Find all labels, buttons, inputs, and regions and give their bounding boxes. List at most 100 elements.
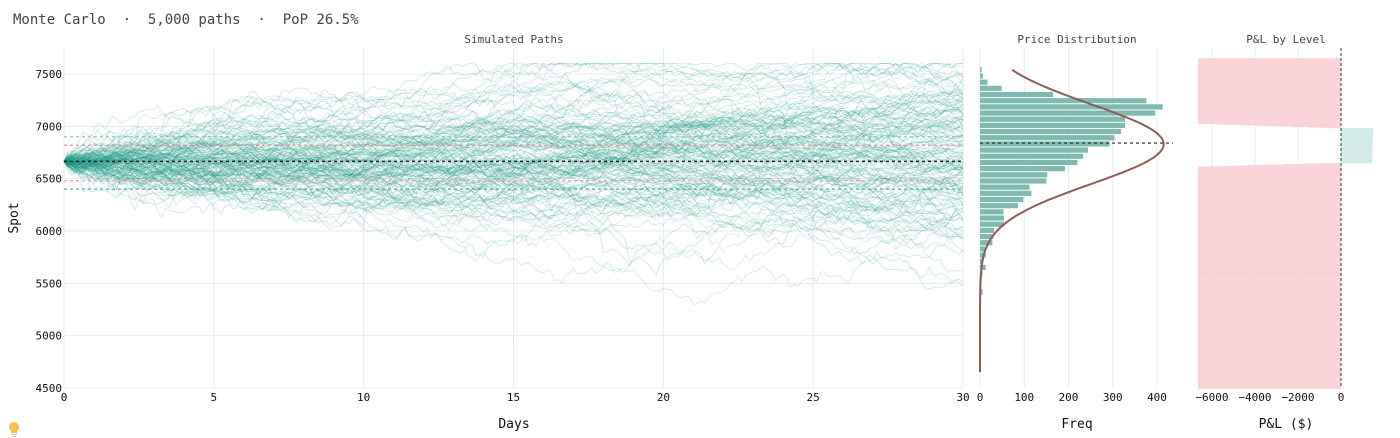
loss-bar [1198, 226, 1341, 228]
loss-bar [1198, 105, 1341, 107]
loss-bar [1198, 96, 1341, 98]
path-line [63, 158, 964, 208]
loss-bar [1198, 328, 1341, 330]
loss-bar [1198, 174, 1341, 176]
loss-bar [1198, 255, 1341, 256]
path-line [63, 62, 964, 172]
loss-bar [1198, 328, 1341, 330]
loss-bar [1198, 207, 1341, 209]
loss-bar [1198, 217, 1341, 219]
loss-bar [1198, 259, 1341, 261]
loss-bar [1198, 326, 1341, 328]
loss-bar [1228, 165, 1341, 167]
profit-bar [1341, 135, 1373, 137]
path-line [63, 116, 964, 202]
loss-bar [1198, 246, 1341, 247]
path-line [63, 158, 964, 273]
path-line [63, 76, 963, 162]
loss-bar [1198, 296, 1341, 298]
path-line [63, 118, 964, 200]
loss-bar [1198, 297, 1341, 299]
loss-bar [1198, 198, 1341, 199]
path-line [63, 137, 964, 222]
loss-bar [1198, 121, 1341, 122]
loss-bar [1198, 82, 1341, 84]
loss-bar [1198, 292, 1341, 294]
loss-bar [1198, 215, 1341, 217]
loss-bar [1198, 117, 1341, 119]
profit-bar [1341, 144, 1373, 145]
loss-bar [1198, 316, 1341, 318]
loss-bar [1198, 261, 1341, 263]
path-line [63, 103, 964, 162]
loss-bar [1198, 267, 1341, 268]
x-tick-label: 10 [357, 391, 370, 404]
loss-bar [1198, 370, 1341, 372]
loss-bar [1198, 384, 1341, 386]
paths-panel-title: Simulated Paths [464, 33, 563, 46]
loss-bar [1198, 74, 1341, 76]
loss-bar [1198, 177, 1341, 178]
loss-bar [1198, 237, 1341, 239]
path-line [63, 106, 964, 193]
loss-bar [1198, 368, 1341, 370]
profit-bar [1341, 153, 1373, 155]
loss-bar [1198, 87, 1341, 88]
profit-bar [1341, 148, 1373, 150]
loss-bar [1198, 367, 1341, 369]
profit-bar [1341, 147, 1373, 149]
profit-bar [1341, 142, 1373, 144]
loss-bar [1198, 59, 1341, 61]
path-line [63, 97, 964, 166]
loss-bar [1198, 341, 1341, 343]
loss-bar [1277, 125, 1341, 127]
path-line [63, 145, 964, 176]
loss-bar [1198, 387, 1341, 389]
path-line [63, 161, 964, 235]
profit-bar [1341, 147, 1373, 149]
loss-bar [1198, 383, 1341, 385]
loss-bar [1198, 177, 1341, 179]
path-line [63, 135, 964, 188]
loss-bar [1198, 226, 1341, 228]
loss-bar [1198, 345, 1341, 347]
lightbulb-icon[interactable] [9, 422, 19, 437]
x-tick-label: 20 [657, 391, 670, 404]
loss-bar [1198, 168, 1341, 170]
y-tick-label: 5500 [36, 277, 63, 290]
loss-bar [1198, 251, 1341, 253]
loss-bar [1198, 82, 1341, 84]
path-line [63, 143, 964, 191]
loss-bar [1198, 362, 1341, 364]
loss-bar [1198, 176, 1341, 178]
loss-bar [1198, 172, 1341, 174]
path-line [63, 151, 964, 185]
loss-bar [1198, 109, 1341, 110]
y-tick-label: 4500 [36, 382, 63, 395]
loss-bar [1198, 110, 1341, 112]
loss-bar [1198, 98, 1341, 99]
loss-bar [1198, 348, 1341, 350]
path-line [63, 131, 964, 168]
loss-bar [1198, 60, 1341, 62]
profit-bar [1341, 156, 1373, 157]
loss-bar [1198, 241, 1341, 243]
loss-bar [1198, 200, 1341, 201]
loss-bar [1198, 200, 1341, 202]
path-line [63, 80, 964, 183]
loss-bar [1198, 223, 1341, 225]
loss-bar [1198, 356, 1341, 357]
path-line [63, 108, 964, 186]
loss-bar [1198, 306, 1341, 308]
path-line [63, 147, 964, 173]
x-axis-label-freq: Freq [1061, 417, 1092, 432]
path-line [63, 80, 964, 183]
loss-bar [1198, 78, 1341, 80]
path-line [63, 126, 964, 192]
loss-bar [1198, 180, 1341, 182]
loss-bar [1198, 342, 1341, 344]
path-line [63, 62, 964, 164]
path-line [63, 150, 964, 211]
path-line [63, 149, 964, 240]
path-line [63, 85, 964, 175]
